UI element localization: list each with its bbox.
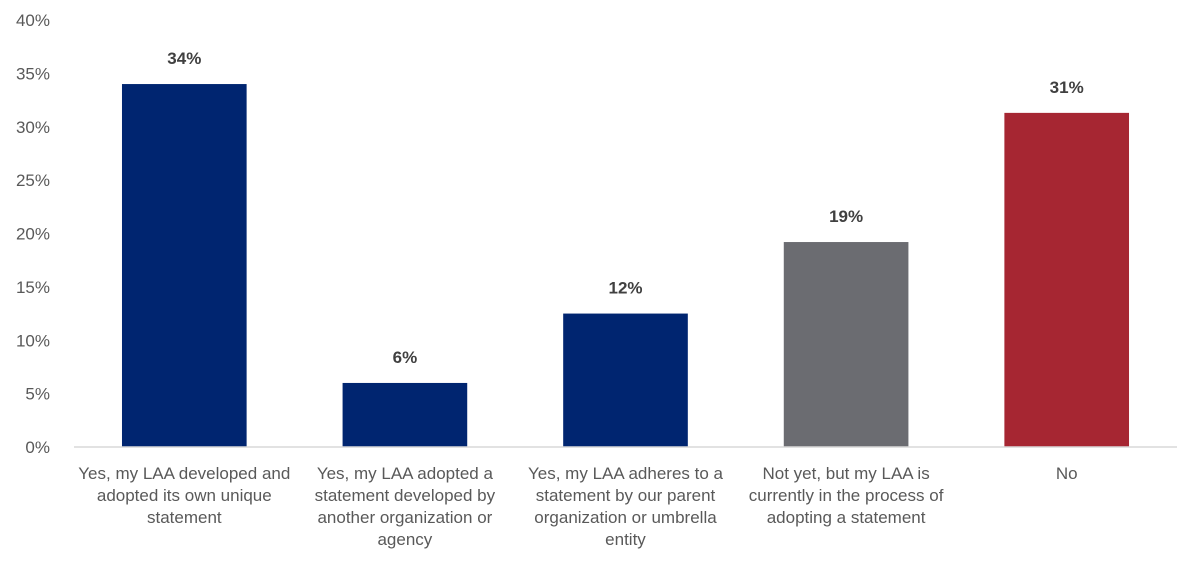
x-category-label-4: Not yet, but my LAA is currently in the … bbox=[748, 464, 944, 527]
y-tick-label: 40% bbox=[16, 11, 50, 30]
bar-value-label-2: 6% bbox=[393, 348, 418, 367]
bar-1 bbox=[121, 84, 247, 448]
x-category-label-2: Yes, my LAA adopted a statement develope… bbox=[314, 464, 496, 549]
bar-5 bbox=[1004, 112, 1130, 447]
y-tick-label: 0% bbox=[25, 438, 50, 457]
bar-2 bbox=[342, 382, 468, 447]
bar-value-label-3: 12% bbox=[608, 279, 642, 298]
y-tick-label: 5% bbox=[25, 385, 50, 404]
x-category-label-3: Yes, my LAA adheres to a statement by ou… bbox=[528, 464, 723, 549]
y-axis: 0% 5% 10% 15% 20% 25% 30% 35% 40% bbox=[16, 11, 50, 457]
y-tick-label: 20% bbox=[16, 225, 50, 244]
x-category-label-5: No bbox=[1055, 464, 1078, 483]
bar-value-label-5: 31% bbox=[1050, 78, 1084, 97]
x-category-label-1: Yes, my LAA developed and adopted its ow… bbox=[78, 464, 291, 527]
bar-3 bbox=[563, 313, 688, 447]
bar-value-label-1: 34% bbox=[167, 49, 201, 68]
y-tick-label: 10% bbox=[16, 331, 50, 350]
y-tick-label: 35% bbox=[16, 64, 50, 83]
y-tick-label: 25% bbox=[16, 171, 50, 190]
bar-4 bbox=[783, 242, 909, 447]
y-tick-label: 30% bbox=[16, 118, 50, 137]
bar-value-label-4: 19% bbox=[829, 207, 863, 226]
bar-series bbox=[121, 84, 1130, 448]
y-tick-label: 15% bbox=[16, 278, 50, 297]
data-labels: 34% 6% 12% 19% 31% bbox=[167, 49, 1083, 367]
